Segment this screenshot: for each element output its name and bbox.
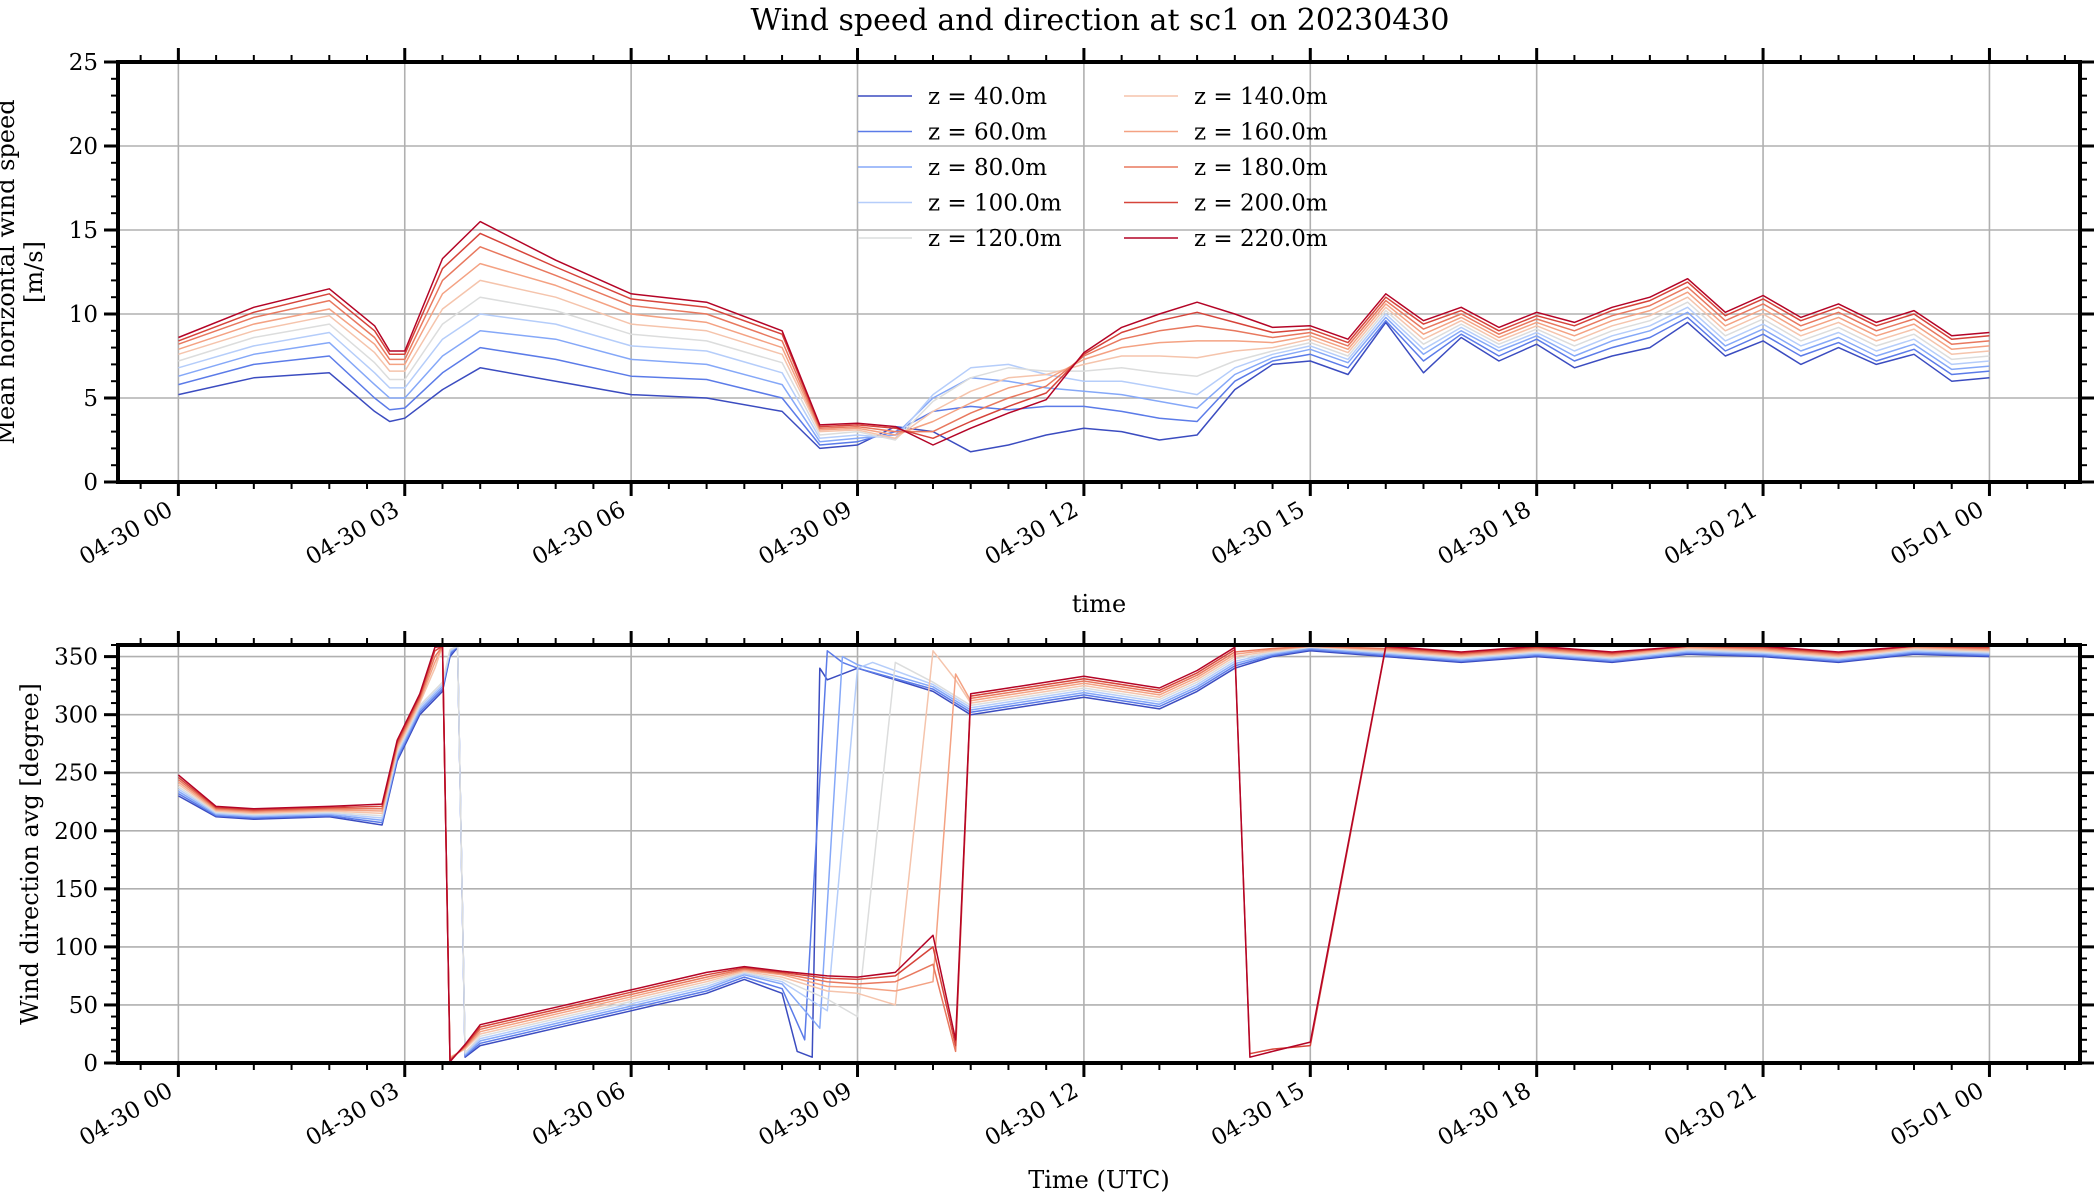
series-line-7 <box>177 645 1990 1060</box>
y-tick-label: 0 <box>83 1051 98 1077</box>
y-tick-label: 5 <box>83 386 98 412</box>
y-tick-label: 25 <box>69 50 98 76</box>
y-tick-label: 10 <box>69 302 98 328</box>
series-line-9 <box>178 232 1990 440</box>
series-line-7 <box>178 262 1990 436</box>
series-line-10 <box>177 645 1990 1063</box>
y-tick-label: 20 <box>69 134 98 160</box>
x-tick-label: 04-30 03 <box>302 1078 404 1152</box>
y-tick-label: 250 <box>54 761 98 787</box>
y-tick-label: 150 <box>54 877 98 903</box>
series-line-1 <box>178 321 1990 453</box>
series-line-10 <box>178 220 1990 446</box>
y-tick-label: 50 <box>69 993 98 1019</box>
legend-label: z = 200.0m <box>1194 191 1328 217</box>
y-axis-label: Mean horizontal wind speed[m/s] <box>0 99 48 444</box>
x-tick-label: 05-01 00 <box>1886 497 1988 571</box>
x-tick-label: 04-30 00 <box>75 497 177 571</box>
series-line-4 <box>178 306 1990 440</box>
series-line-6 <box>177 645 1990 1058</box>
x-tick-label: 04-30 18 <box>1434 1078 1536 1152</box>
x-tick-label: 05-01 00 <box>1886 1078 1988 1152</box>
legend-label: z = 40.0m <box>928 84 1047 110</box>
x-tick-label: 04-30 06 <box>528 1078 630 1152</box>
x-tick-label: 04-30 15 <box>1207 1078 1309 1152</box>
x-axis-label: Time (UTC) <box>1028 1166 1170 1194</box>
x-tick-label: 04-30 21 <box>1660 497 1762 571</box>
legend-label: z = 100.0m <box>928 191 1062 217</box>
series-line-1 <box>178 646 1990 1058</box>
legend: z = 40.0m z = 60.0m z = 80.0m z = 100.0m z =… <box>858 84 1328 252</box>
series-line-5 <box>177 645 1990 1054</box>
legend-label: z = 140.0m <box>1194 84 1328 110</box>
x-tick-label: 04-30 00 <box>75 1078 177 1152</box>
direction-panel: 04-30 00 04-30 03 04-30 06 04-30 09 04-30 12… <box>16 631 2094 1194</box>
x-axis-label: time <box>1072 590 1126 618</box>
x-tick-label: 04-30 09 <box>754 497 856 571</box>
y-tick-label: 100 <box>54 935 98 961</box>
x-tick-label: 04-30 12 <box>981 497 1083 571</box>
x-tick-label: 04-30 06 <box>528 497 630 571</box>
series-line-2 <box>178 316 1990 446</box>
legend-label: z = 180.0m <box>1194 155 1328 181</box>
legend-label: z = 60.0m <box>928 120 1047 146</box>
y-tick-label: 300 <box>54 703 98 729</box>
x-tick-label: 04-30 09 <box>754 1078 856 1152</box>
y-tick-label: 350 <box>54 645 98 671</box>
series-line-8 <box>178 246 1990 433</box>
y-tick-label: 200 <box>54 819 98 845</box>
series-line-3 <box>178 645 1990 1056</box>
x-tick-label: 04-30 18 <box>1434 497 1536 571</box>
y-tick-label: 15 <box>69 218 98 244</box>
series-line-4 <box>177 645 1990 1055</box>
x-tick-label: 04-30 21 <box>1660 1078 1762 1152</box>
legend-label: z = 160.0m <box>1194 120 1328 146</box>
series-group <box>177 645 1990 1063</box>
x-tick-label: 04-30 03 <box>302 497 404 571</box>
series-line-9 <box>177 645 1990 1062</box>
x-tick-label: 04-30 15 <box>1207 497 1309 571</box>
series-line-5 <box>178 296 1990 441</box>
series-line-8 <box>177 645 1990 1061</box>
legend-label: z = 80.0m <box>928 155 1047 181</box>
series-line-6 <box>178 279 1990 440</box>
y-tick-label: 0 <box>83 470 98 496</box>
series-line-3 <box>178 311 1990 443</box>
y-axis-label: Wind direction avg [degree] <box>16 683 44 1025</box>
plot-frame <box>116 60 2082 484</box>
figure-title: Wind speed and direction at sc1 on 20230… <box>751 3 1450 38</box>
x-tick-label: 04-30 12 <box>981 1078 1083 1152</box>
speed-panel: 04-30 00 04-30 03 04-30 06 04-30 09 04-30 12… <box>0 48 2094 618</box>
legend-label: z = 120.0m <box>928 226 1062 252</box>
legend-label: z = 220.0m <box>1194 226 1328 252</box>
series-group <box>178 220 1990 453</box>
